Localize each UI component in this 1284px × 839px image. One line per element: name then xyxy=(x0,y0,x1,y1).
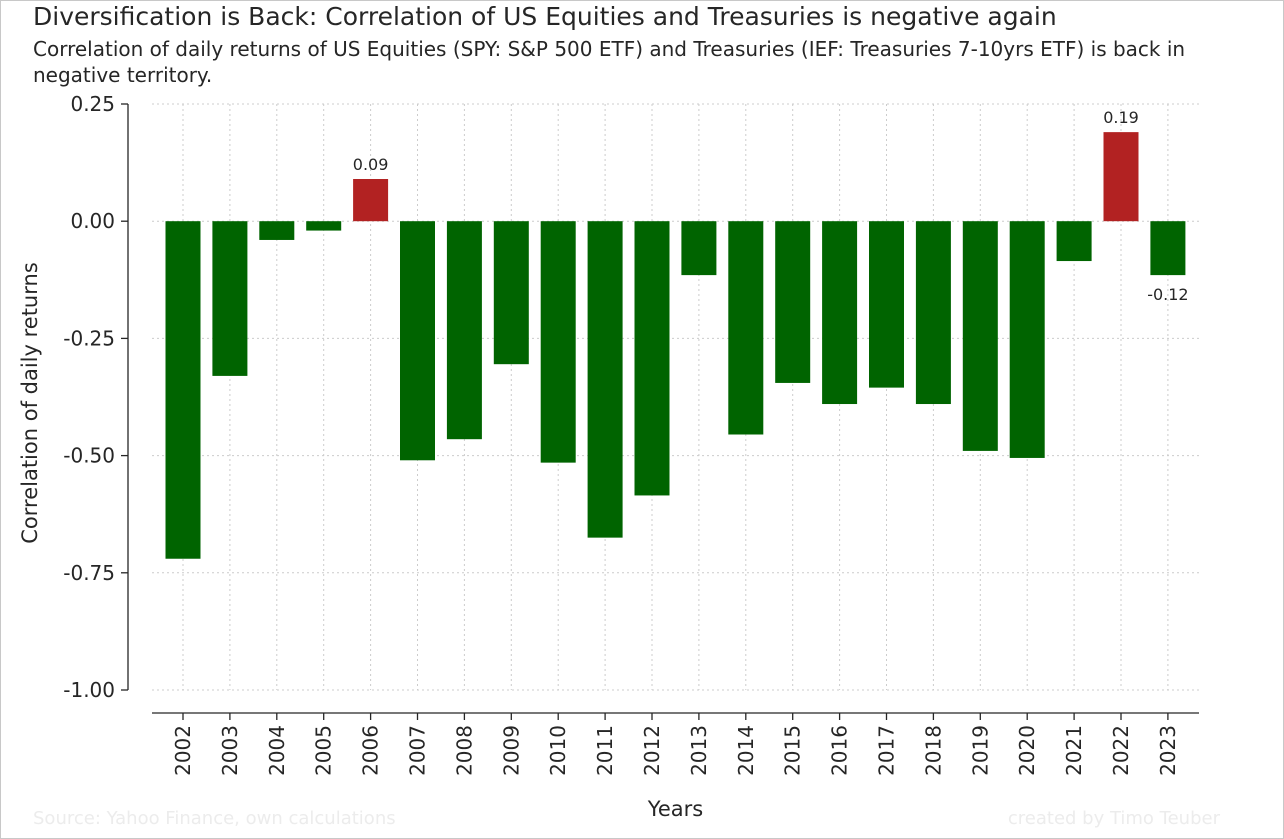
x-tick-label: 2013 xyxy=(687,725,711,776)
bar-2007 xyxy=(400,221,435,461)
bar-2005 xyxy=(306,221,342,231)
bar-2022 xyxy=(1103,132,1139,222)
bar-2013 xyxy=(681,221,717,276)
bar-2019 xyxy=(962,221,998,451)
x-tick-label: 2007 xyxy=(406,725,430,776)
bar-2003 xyxy=(212,221,248,376)
bar-2016 xyxy=(822,221,858,405)
y-tick-label: -1.00 xyxy=(63,678,115,702)
data-label-2022: 0.19 xyxy=(1103,108,1139,127)
bar-2008 xyxy=(446,221,482,440)
x-tick-label: 2004 xyxy=(265,725,289,776)
y-tick-label: -0.75 xyxy=(63,561,115,585)
credit-note: created by Timo Teuber xyxy=(1007,808,1220,829)
y-tick-label: -0.50 xyxy=(63,444,115,468)
y-tick-label: 0.00 xyxy=(70,209,115,233)
x-tick-label: 2021 xyxy=(1062,725,1086,776)
bar-2023 xyxy=(1150,221,1186,276)
source-note: Source: Yahoo Finance, own calculations xyxy=(33,808,396,829)
x-tick-label: 2015 xyxy=(781,725,805,776)
x-tick-label: 2023 xyxy=(1156,725,1180,776)
bar-2015 xyxy=(775,221,811,383)
x-tick-label: 2020 xyxy=(1015,725,1039,776)
chart-title: Diversification is Back: Correlation of … xyxy=(33,2,1057,31)
bar-2012 xyxy=(634,221,670,496)
y-tick-label: -0.25 xyxy=(63,326,115,350)
x-tick-label: 2019 xyxy=(968,725,992,776)
chart-subtitle: Correlation of daily returns of US Equit… xyxy=(33,37,1186,87)
x-axis-title: Years xyxy=(647,797,703,821)
x-tick-label: 2012 xyxy=(640,725,664,776)
y-axis-title: Correlation of daily returns xyxy=(18,262,42,544)
bar-2009 xyxy=(493,221,529,365)
x-tick-label: 2006 xyxy=(359,725,383,776)
x-tick-label: 2016 xyxy=(828,725,852,776)
bar-2017 xyxy=(869,221,904,388)
x-tick-label: 2008 xyxy=(452,725,476,776)
x-tick-label: 2009 xyxy=(499,725,523,776)
x-tick-label: 2018 xyxy=(921,725,945,776)
x-tick-label: 2003 xyxy=(218,725,242,776)
bar-2014 xyxy=(728,221,764,435)
bar-2002 xyxy=(165,221,201,559)
x-tick-label: 2010 xyxy=(546,725,570,776)
x-tick-label: 2022 xyxy=(1109,725,1133,776)
bar-2021 xyxy=(1056,221,1092,262)
bar-2020 xyxy=(1009,221,1045,458)
bar-2006 xyxy=(353,179,389,222)
bar-2018 xyxy=(915,221,951,405)
axes-layer xyxy=(121,103,1199,720)
labels-layer: 0.25 0.00 -0.25 -0.50 -0.75 -1.00 2002 2003 2004… xyxy=(18,92,1189,821)
bar-2010 xyxy=(540,221,576,463)
bar-2011 xyxy=(587,221,623,538)
bar-2004 xyxy=(259,221,295,240)
x-tick-label: 2017 xyxy=(875,725,899,776)
bars-layer xyxy=(165,132,1186,559)
x-tick-label: 2011 xyxy=(593,725,617,776)
x-tick-label: 2005 xyxy=(312,725,336,776)
x-tick-label: 2014 xyxy=(734,725,758,776)
y-tick-label: 0.25 xyxy=(70,92,115,116)
data-label-2006: 0.09 xyxy=(353,155,389,174)
data-label-2023: -0.12 xyxy=(1147,285,1188,304)
x-tick-label: 2002 xyxy=(171,725,195,776)
